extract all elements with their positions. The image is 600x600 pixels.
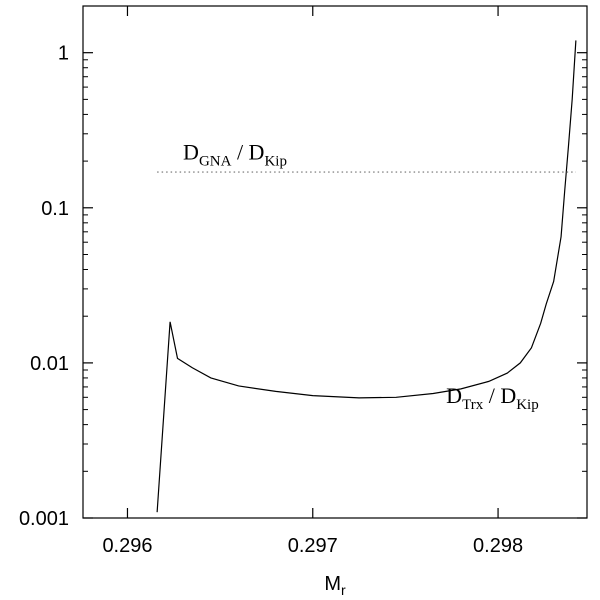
- x-axis-label-sub: r: [341, 582, 346, 598]
- series-label-sub2: Kip: [264, 153, 287, 169]
- series-label-sub: Trx: [462, 397, 484, 413]
- plot-frame: [82, 5, 588, 519]
- x-tick-label: 0.298: [473, 535, 523, 557]
- x-axis-label: Mr: [324, 573, 346, 598]
- series-label-sep: / D: [231, 139, 264, 164]
- y-tick-label: 0.001: [19, 508, 69, 530]
- series-label-main: D: [446, 383, 462, 408]
- x-tick-label: 0.296: [102, 535, 152, 557]
- y-tick-label: 1: [58, 43, 69, 65]
- y-tick-label: 0.1: [41, 198, 69, 220]
- x-axis-label-main: M: [324, 573, 341, 595]
- series-label-sep: / D: [483, 383, 516, 408]
- x-axis-ticks: 0.296 0.297 0.298: [102, 6, 523, 557]
- x-tick-label: 0.297: [288, 535, 338, 557]
- series-layer: [156, 40, 577, 513]
- y-tick-label: 0.01: [30, 353, 69, 375]
- series-line-0: [156, 40, 577, 513]
- series-label-1: DGNA / DKip: [183, 139, 287, 169]
- series-label-0: DTrx / DKip: [446, 383, 539, 413]
- series-label-main: D: [183, 139, 199, 164]
- y-axis-ticks: 0.001 0.01 0.1 1: [19, 5, 587, 530]
- series-label-sub2: Kip: [516, 397, 539, 413]
- series-label-sub: GNA: [199, 153, 232, 169]
